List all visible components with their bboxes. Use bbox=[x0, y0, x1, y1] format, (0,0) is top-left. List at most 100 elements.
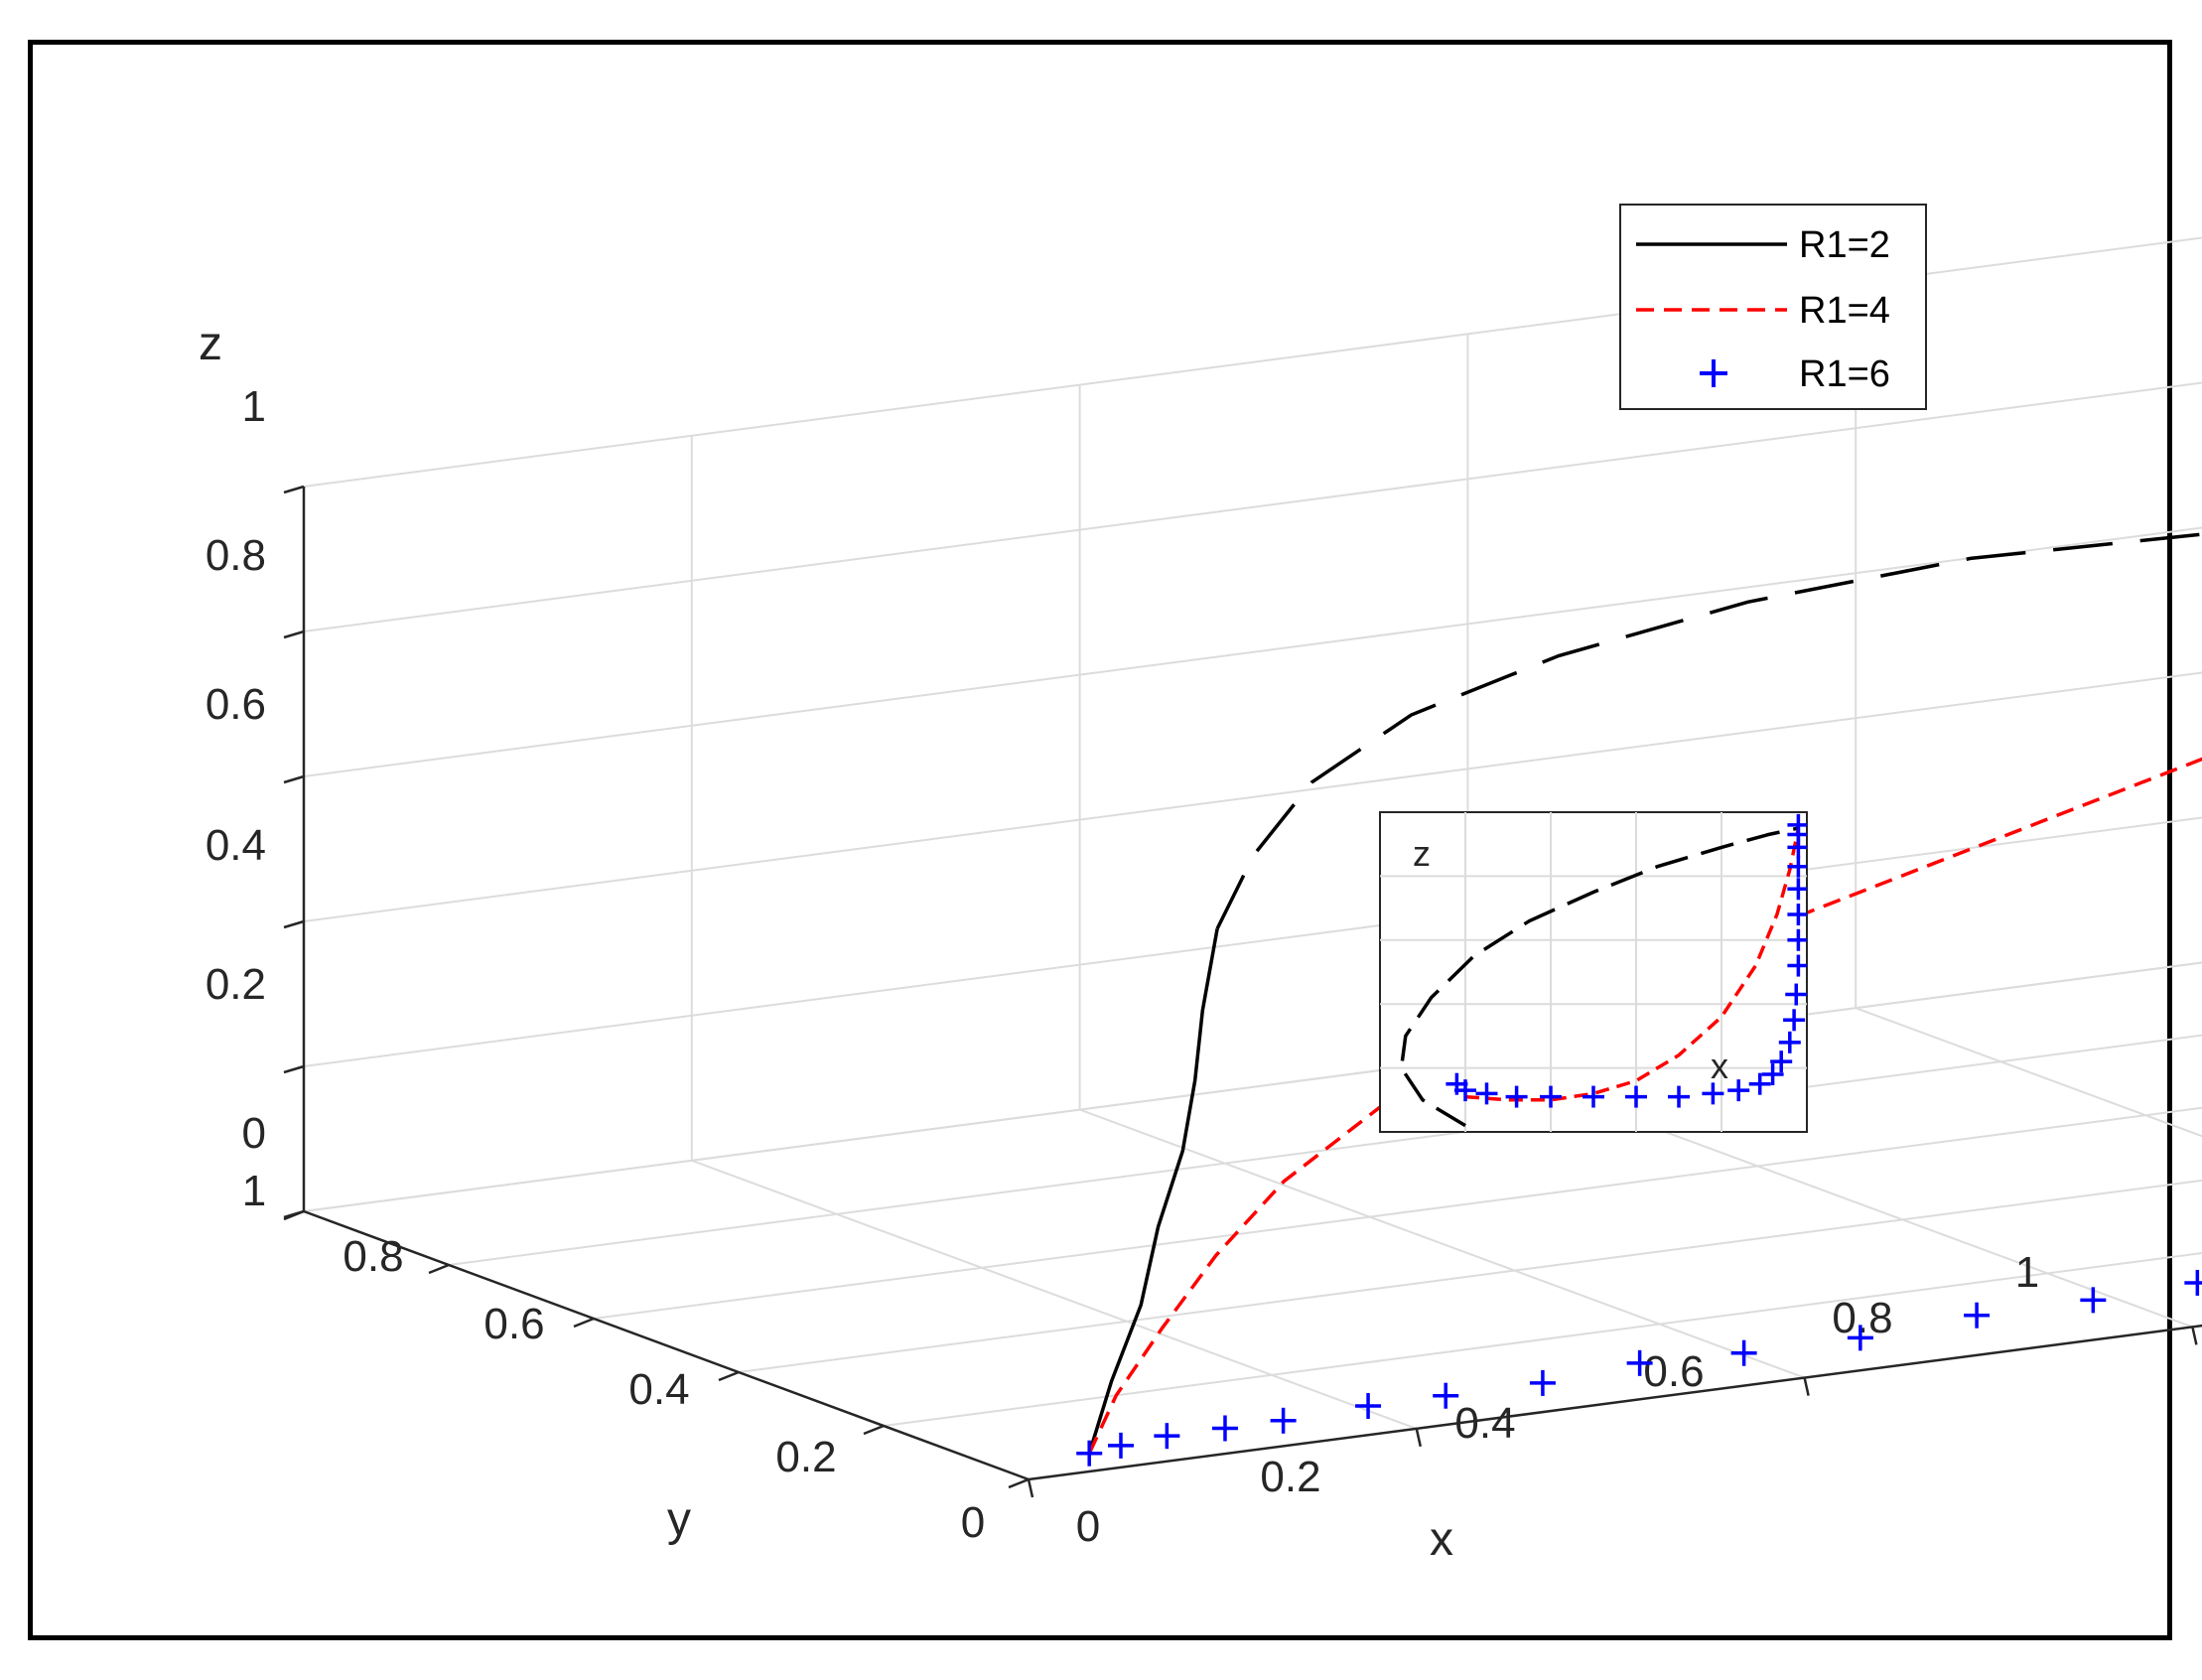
x-tick-label: 0.8 bbox=[1832, 1294, 1892, 1342]
series-marker-r1-6 bbox=[1529, 1369, 1556, 1396]
z-tick bbox=[283, 485, 305, 494]
x-tick-label: 0.4 bbox=[1454, 1399, 1515, 1448]
gridline bbox=[691, 1159, 1418, 1430]
y-tick bbox=[283, 1209, 305, 1221]
series-marker-r1-6 bbox=[1433, 1382, 1459, 1409]
inset-series-line-r1-2 bbox=[1399, 826, 1799, 1128]
gridline bbox=[738, 1179, 2202, 1373]
inset-series-marker-r1-6 bbox=[1702, 1082, 1724, 1105]
inset-series-marker-r1-6 bbox=[1748, 1072, 1771, 1095]
series-line-r1-2-dashed bbox=[1215, 532, 2202, 930]
inset-series-marker-r1-6 bbox=[1505, 1085, 1528, 1108]
gridline bbox=[303, 961, 2202, 1212]
y-tick bbox=[573, 1317, 595, 1329]
inset-x-label: x bbox=[1711, 1046, 1728, 1086]
gridline bbox=[303, 816, 2202, 1067]
z-axis-label: z bbox=[199, 318, 222, 370]
inset-series-marker-r1-6 bbox=[1770, 1050, 1793, 1073]
gridline bbox=[883, 1252, 2202, 1427]
series-marker-r1-6 bbox=[1154, 1423, 1180, 1450]
legend-box bbox=[1619, 204, 1927, 410]
y-tick-label: 0.8 bbox=[343, 1232, 403, 1281]
inset-series-marker-r1-6 bbox=[1761, 1063, 1784, 1086]
legend-label-r1-2: R1=2 bbox=[1799, 224, 1890, 266]
inset-plot: z x bbox=[1379, 811, 1808, 1133]
x-tick bbox=[1415, 1428, 1423, 1448]
y-tick bbox=[863, 1424, 885, 1436]
inset-series-marker-r1-6 bbox=[1785, 983, 1807, 1006]
series-line-r1-2-solid bbox=[1087, 928, 1219, 1455]
series-marker-r1-6 bbox=[2184, 1269, 2202, 1296]
series-marker-r1-6 bbox=[1355, 1392, 1382, 1419]
z-tick-label: 0 bbox=[242, 1109, 266, 1158]
series-marker-r1-6 bbox=[1964, 1302, 1991, 1329]
inset-series-marker-r1-6 bbox=[1787, 878, 1807, 901]
legend: R1=2 R1=4 R1=6 bbox=[1619, 204, 1927, 410]
inset-series-marker-r1-6 bbox=[1787, 904, 1807, 926]
legend-label-r1-6: R1=6 bbox=[1799, 353, 1890, 395]
gridline bbox=[303, 671, 2202, 922]
z-tick bbox=[283, 774, 305, 784]
inset-series-marker-r1-6 bbox=[1787, 813, 1807, 836]
y-tick-label: 0 bbox=[961, 1498, 985, 1547]
legend-label-r1-4: R1=4 bbox=[1799, 290, 1890, 332]
inset-series-marker-r1-6 bbox=[1475, 1082, 1498, 1105]
y-tick-label: 0.4 bbox=[628, 1365, 689, 1414]
inset-series-marker-r1-6 bbox=[1540, 1085, 1562, 1108]
x-axis-label: x bbox=[1430, 1513, 1453, 1566]
z-tick-label: 1 bbox=[242, 382, 266, 431]
x-axis-line bbox=[1028, 1324, 2202, 1481]
z-tick-labels: 0 0.2 0.4 0.6 0.8 1 bbox=[206, 382, 266, 1158]
axes-3d bbox=[302, 487, 2202, 1481]
gridline bbox=[448, 1034, 2202, 1266]
inset-series-marker-r1-6 bbox=[1787, 855, 1807, 878]
z-tick-label: 0.4 bbox=[206, 821, 266, 870]
y-tick bbox=[718, 1370, 740, 1382]
gridline bbox=[1855, 1007, 2202, 1138]
series-marker-r1-6 bbox=[1211, 1415, 1238, 1442]
z-tick bbox=[283, 630, 305, 639]
x-tick bbox=[1803, 1377, 1810, 1396]
gridline bbox=[303, 381, 2202, 632]
inset-series-marker-r1-6 bbox=[1454, 1079, 1476, 1102]
x-tick-label: 0 bbox=[1076, 1502, 1100, 1551]
series-marker-r1-6 bbox=[1270, 1407, 1297, 1434]
inset-series-marker-r1-6 bbox=[1787, 954, 1807, 977]
y-tick bbox=[428, 1263, 450, 1275]
y-tick-label: 1 bbox=[242, 1167, 266, 1215]
inset-series-marker-r1-6 bbox=[1727, 1079, 1750, 1102]
z-tick bbox=[283, 1064, 305, 1074]
z-tick bbox=[283, 919, 305, 929]
series-marker-r1-6 bbox=[1076, 1440, 1103, 1467]
gridline bbox=[593, 1106, 2202, 1320]
z-tick-label: 0.6 bbox=[206, 680, 266, 729]
series-marker-r1-6 bbox=[2080, 1287, 2107, 1314]
inset-series-marker-r1-6 bbox=[1583, 1085, 1604, 1108]
inset-z-label: z bbox=[1413, 833, 1431, 874]
y-tick-label: 0.2 bbox=[775, 1433, 836, 1481]
inset-series-line-r1-4 bbox=[1464, 827, 1801, 1102]
gridline bbox=[1079, 1108, 1805, 1379]
grid-3d bbox=[303, 236, 2202, 1480]
inset-series-marker-r1-6 bbox=[1625, 1085, 1647, 1108]
x-tick bbox=[2191, 1327, 2198, 1345]
inset-series-marker-r1-6 bbox=[1787, 928, 1807, 951]
legend-marker-r1-6 bbox=[1700, 359, 1727, 387]
y-tick bbox=[1008, 1477, 1030, 1489]
x-tick-labels: 0 0.2 0.4 0.6 0.8 1 bbox=[1076, 1248, 2039, 1551]
y-tick-labels: 0 0.2 0.4 0.6 0.8 1 bbox=[242, 1167, 985, 1547]
tick-marks-3d bbox=[283, 485, 2198, 1498]
z-tick-label: 0.8 bbox=[206, 531, 266, 580]
series-marker-r1-6 bbox=[1847, 1325, 1873, 1351]
x-tick-label: 0.2 bbox=[1260, 1453, 1320, 1501]
inset-series bbox=[1399, 813, 1807, 1128]
series-marker-r1-6 bbox=[1626, 1349, 1653, 1376]
z-tick-label: 0.2 bbox=[206, 960, 266, 1009]
series-marker-r1-6 bbox=[1107, 1432, 1134, 1459]
inset-series-marker-r1-6 bbox=[1668, 1085, 1690, 1108]
x-tick-label: 0.6 bbox=[1643, 1347, 1704, 1396]
series-3d bbox=[1076, 532, 2202, 1467]
inset-box bbox=[1379, 811, 1808, 1133]
series-marker-r1-6 bbox=[1730, 1339, 1757, 1366]
inset-grid bbox=[1380, 812, 1807, 1132]
